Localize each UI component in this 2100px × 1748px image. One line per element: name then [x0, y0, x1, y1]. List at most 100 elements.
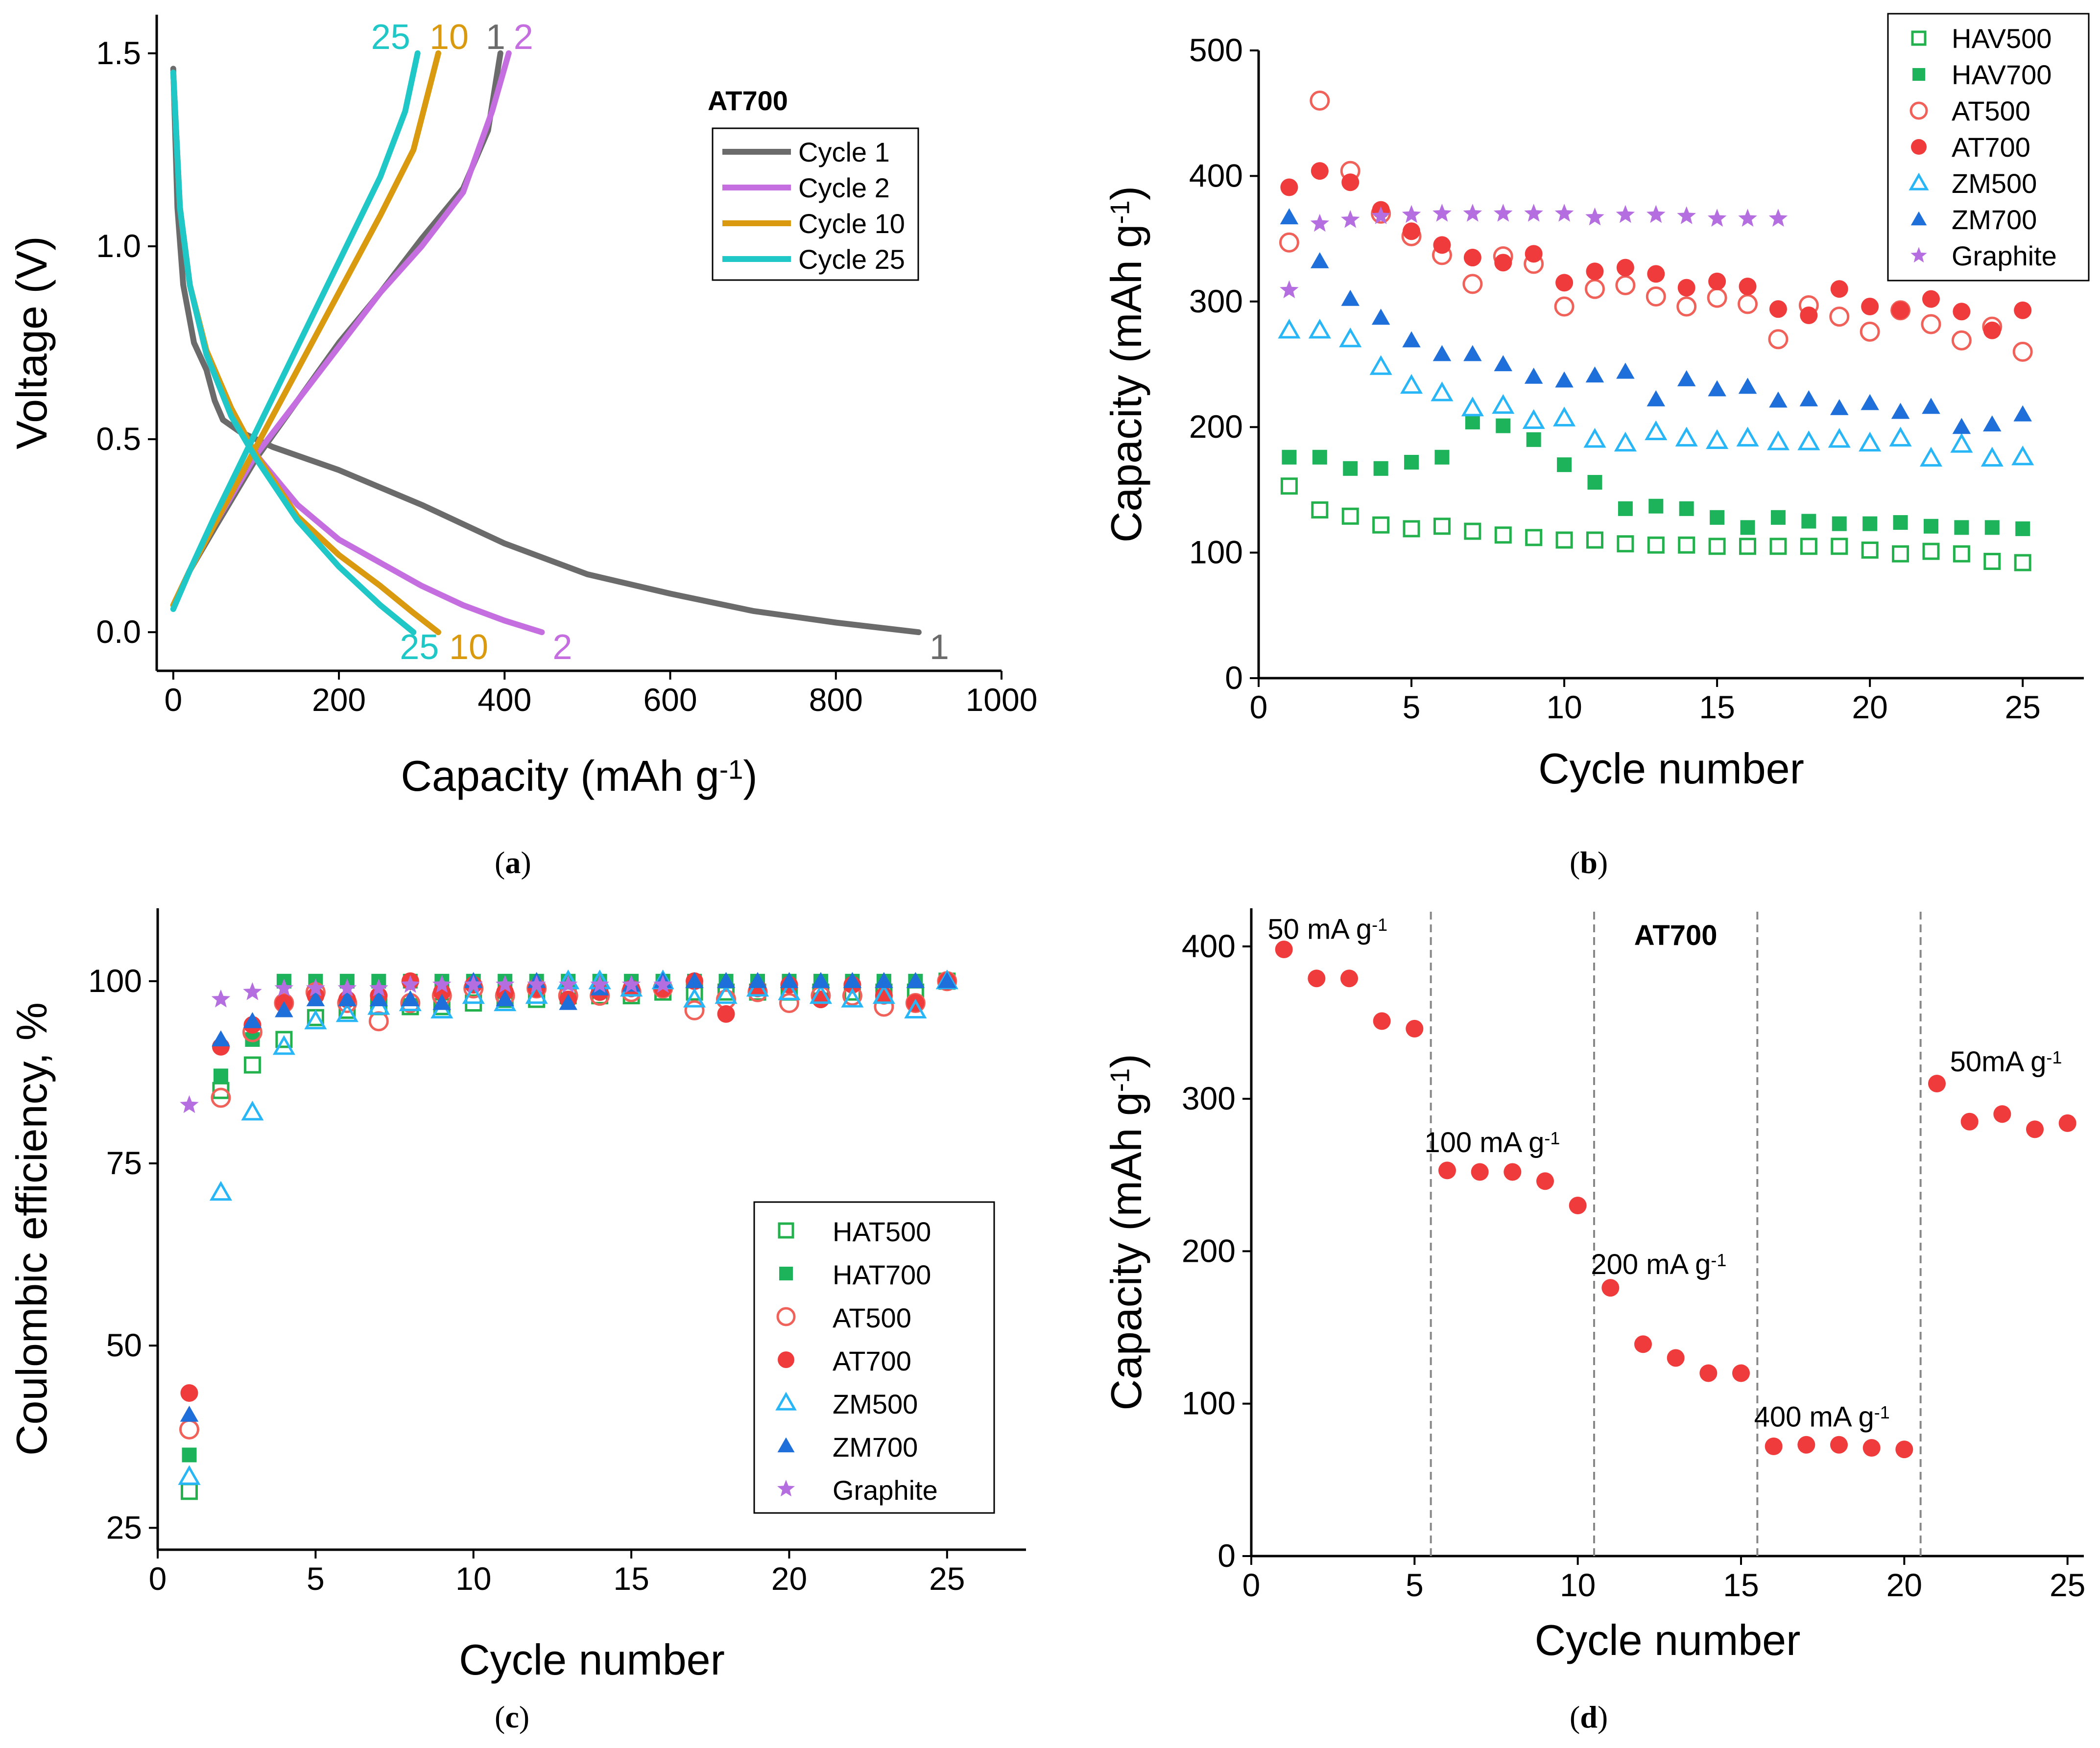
- data-point: [1677, 206, 1696, 224]
- data-point: [1732, 1364, 1750, 1382]
- discharge-curve: [170, 70, 417, 636]
- data-point: [1308, 318, 1331, 339]
- data-point: [1462, 274, 1483, 294]
- data-point: [1525, 245, 1543, 263]
- data-point: [1699, 1364, 1718, 1382]
- data-point: [1647, 205, 1666, 223]
- data-point: [904, 998, 927, 1018]
- series-zm500: [1278, 318, 2034, 467]
- x-tick-label: 25: [929, 1560, 965, 1597]
- data-point: [209, 1181, 233, 1201]
- data-point: [2026, 1120, 2044, 1138]
- data-point: [1928, 1074, 1946, 1092]
- data-point: [1953, 545, 1970, 563]
- y-tick-label: 25: [106, 1509, 142, 1545]
- data-point: [1373, 1012, 1391, 1030]
- data-point: [1830, 1436, 1848, 1454]
- data-point: [1310, 213, 1330, 232]
- data-point: [1800, 538, 1817, 555]
- data-point: [527, 975, 546, 993]
- legend-label: AT500: [1952, 95, 2030, 126]
- data-point: [559, 993, 577, 1010]
- data-point: [306, 990, 325, 1007]
- data-point: [1738, 378, 1757, 394]
- legend-marker: [1909, 172, 1929, 190]
- data-point: [811, 972, 830, 988]
- panel-label-d: (d): [1570, 1700, 1608, 1734]
- data-point: [1492, 394, 1515, 414]
- legend-label: Cycle 1: [798, 137, 890, 167]
- legend-label: Cycle 2: [798, 172, 890, 203]
- data-point: [1311, 501, 1329, 519]
- discharge-curve: [170, 70, 545, 636]
- data-point: [1280, 477, 1298, 495]
- data-point: [1503, 1163, 1522, 1181]
- data-point: [1647, 265, 1665, 283]
- data-point: [1432, 204, 1452, 222]
- data-point: [1280, 280, 1299, 299]
- data-point: [272, 1035, 295, 1055]
- legend-marker: [779, 1267, 793, 1280]
- y-tick-label: 200: [1189, 408, 1243, 445]
- data-point: [1768, 209, 1788, 227]
- data-point: [1311, 252, 1329, 268]
- x-tick-label: 15: [613, 1560, 649, 1597]
- data-point: [1739, 538, 1757, 555]
- end-label-charge: 2: [514, 18, 533, 57]
- data-point: [685, 972, 704, 988]
- data-point: [1983, 553, 2001, 570]
- x-tick-label: 0: [164, 682, 182, 718]
- data-point: [1829, 307, 1850, 327]
- data-point: [1494, 204, 1513, 222]
- data-point: [432, 993, 452, 1010]
- data-point: [780, 972, 799, 988]
- panel-title: AT700: [1634, 920, 1718, 951]
- data-point: [1861, 394, 1879, 410]
- data-point: [1343, 461, 1358, 476]
- data-point: [1432, 345, 1452, 361]
- data-point: [1438, 1161, 1456, 1180]
- data-point: [180, 1095, 199, 1113]
- data-point: [2058, 1114, 2076, 1132]
- data-point: [779, 993, 799, 1014]
- x-tick-label: 20: [1886, 1567, 1922, 1603]
- data-point: [338, 990, 357, 1007]
- series-hav700: [1282, 414, 2030, 536]
- data-point: [1494, 355, 1513, 372]
- rate-annotation: 50 mA g-1: [1267, 913, 1387, 945]
- data-point: [1801, 514, 1816, 529]
- legend-marker: [777, 1437, 795, 1453]
- data-point: [1341, 210, 1360, 228]
- data-point: [1522, 409, 1545, 429]
- data-point: [1341, 507, 1359, 525]
- data-point: [1341, 289, 1360, 306]
- data-point: [809, 984, 832, 1004]
- data-point: [1706, 429, 1729, 449]
- legend-marker: [1910, 247, 1927, 263]
- data-point: [1554, 296, 1575, 317]
- data-point: [432, 975, 452, 993]
- x-tick-label: 5: [1406, 1567, 1424, 1603]
- x-tick-label: 10: [1546, 689, 1582, 725]
- y-tick-label: 0.5: [96, 421, 141, 457]
- data-point: [906, 972, 925, 988]
- x-tick-label: 0: [149, 1560, 167, 1597]
- data-point: [684, 1000, 705, 1020]
- data-point: [1953, 303, 1971, 321]
- data-point: [275, 1001, 293, 1017]
- data-point: [337, 978, 357, 997]
- end-label-charge: 10: [430, 18, 469, 57]
- data-point: [1471, 1163, 1489, 1181]
- data-point: [1769, 300, 1787, 318]
- data-point: [875, 972, 893, 988]
- data-point: [1402, 331, 1421, 348]
- data-point: [180, 1405, 199, 1422]
- panel-label-b: (b): [1570, 845, 1608, 880]
- x-axis-title: Cycle number: [1535, 1616, 1801, 1664]
- data-point: [1797, 430, 1820, 450]
- data-point: [1859, 431, 1882, 452]
- y-tick-label: 400: [1189, 157, 1243, 193]
- data-point: [1981, 447, 2004, 467]
- y-tick-label: 400: [1182, 928, 1236, 964]
